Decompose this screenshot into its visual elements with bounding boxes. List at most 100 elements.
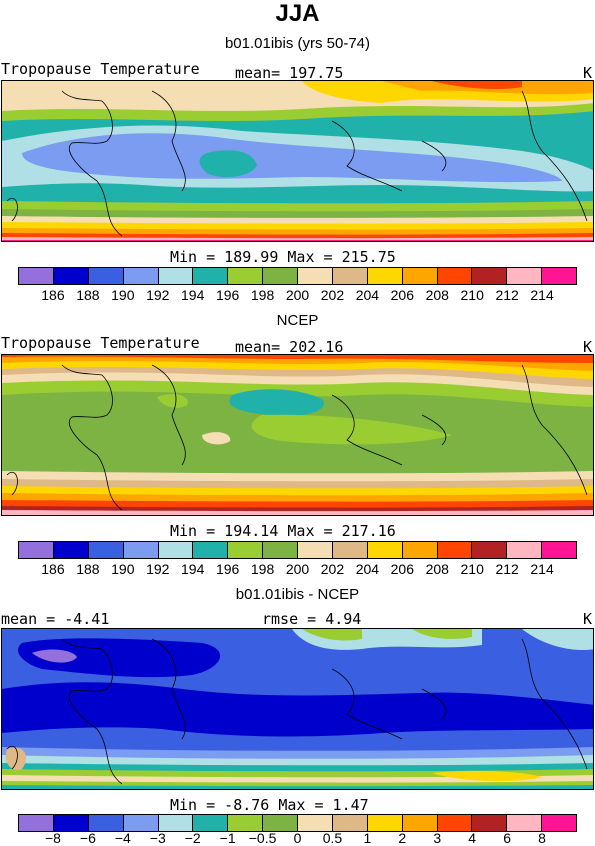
colorbar-box [332, 542, 368, 558]
colorbar-tick-label: 200 [285, 561, 310, 577]
abs-colorbar-1 [18, 267, 577, 285]
colorbar-box [53, 815, 89, 831]
colorbar-box [367, 268, 403, 284]
colorbar-box [263, 268, 298, 284]
colorbar-box [88, 815, 124, 831]
colorbar-tick-label: 208 [425, 561, 449, 577]
diff-colorbar-ticks: −8 −6 −4 −3 −2 −1 −0.5 0 0.5 1 2 3 4 6 8 [18, 830, 577, 846]
colorbar-box [507, 815, 543, 831]
colorbar-box [298, 542, 333, 558]
colorbar-box [228, 268, 264, 284]
colorbar-box [88, 268, 124, 284]
colorbar-tick-label: 196 [215, 561, 240, 577]
panel1-left-label: Tropopause Temperature [1, 60, 200, 78]
diff-contour-map [2, 629, 593, 789]
colorbar-tick-label: −2 [184, 830, 201, 846]
colorbar-tick-label: 188 [76, 287, 100, 303]
panel2-range-label: Min = 194.14 Max = 217.16 [170, 522, 396, 540]
colorbar-box [228, 542, 264, 558]
colorbar-tick-label: −8 [44, 830, 61, 846]
colorbar-box [193, 542, 229, 558]
colorbar-tick-label: 204 [355, 287, 380, 303]
colorbar-box [437, 542, 473, 558]
colorbar-box [367, 815, 403, 831]
panel1-units: K [583, 64, 593, 82]
diff-title: b01.01ibis - NCEP [235, 586, 360, 603]
colorbar-tick-label: 204 [355, 561, 380, 577]
abs-colorbar-2-ticks: 186 188 190 192 194 196 198 200 202 204 206 208 210 2… [18, 561, 577, 577]
colorbar-box [19, 542, 54, 558]
panel1-mean-label: mean= 197.75 [235, 64, 344, 82]
colorbar-tick-label: −0.5 [248, 830, 277, 846]
colorbar-box [158, 542, 194, 558]
colorbar-box [472, 268, 508, 284]
model-title: b01.01ibis (yrs 50-74) [224, 35, 371, 52]
colorbar-box [123, 542, 159, 558]
panel2-mean-label: mean= 202.16 [235, 338, 344, 356]
panel1-range-label: Min = 189.99 Max = 215.75 [170, 248, 396, 266]
colorbar-tick-label: 1 [363, 830, 372, 846]
colorbar-tick-label: 192 [146, 287, 170, 303]
colorbar-box [298, 268, 333, 284]
colorbar-box [367, 542, 403, 558]
colorbar-tick-label: 202 [320, 561, 345, 577]
colorbar-tick-label: 206 [390, 287, 414, 303]
colorbar-box [263, 815, 298, 831]
colorbar-tick-label: 186 [41, 287, 65, 303]
colorbar-box [123, 815, 159, 831]
colorbar-tick-label: 208 [425, 287, 449, 303]
obs-title: NCEP [276, 312, 319, 329]
colorbar-tick-label: 212 [495, 561, 519, 577]
colorbar-box [158, 268, 194, 284]
colorbar-tick-label: 0.5 [322, 830, 343, 846]
colorbar-tick-label: 214 [530, 287, 554, 303]
colorbar-box [472, 815, 508, 831]
obs-contour-map [2, 355, 593, 515]
colorbar-tick-label: −3 [149, 830, 166, 846]
colorbar-box [542, 542, 576, 558]
colorbar-tick-label: 8 [538, 830, 546, 846]
colorbar-box [228, 815, 264, 831]
diff-colorbar [18, 814, 577, 832]
colorbar-tick-label: 206 [390, 561, 414, 577]
colorbar-tick-label: −4 [114, 830, 131, 846]
colorbar-tick-label: 194 [181, 561, 205, 577]
colorbar-tick-label: 212 [495, 287, 519, 303]
abs-colorbar-2 [18, 541, 577, 559]
colorbar-box [53, 542, 89, 558]
colorbar-tick-label: 3 [433, 830, 442, 846]
panel3-range-label: Min = -8.76 Max = 1.47 [170, 796, 369, 814]
colorbar-tick-label: 4 [468, 830, 477, 846]
colorbar-tick-label: 200 [285, 287, 310, 303]
colorbar-tick-label: 186 [41, 561, 65, 577]
colorbar-box [19, 815, 54, 831]
colorbar-box [437, 268, 473, 284]
colorbar-tick-label: 196 [215, 287, 240, 303]
colorbar-tick-label: 190 [111, 561, 135, 577]
colorbar-box [402, 542, 438, 558]
colorbar-tick-label: 202 [320, 287, 345, 303]
diff-map [1, 628, 594, 790]
colorbar-tick-label: 198 [250, 561, 275, 577]
model-map [1, 80, 594, 242]
colorbar-tick-label: 188 [76, 561, 100, 577]
abs-colorbar-1-ticks: 186 188 190 192 194 196 198 200 202 204 206 208 210 2… [18, 287, 577, 303]
panel3-units: K [583, 610, 593, 628]
colorbar-box [19, 268, 54, 284]
season-title: JJA [275, 0, 320, 27]
colorbar-box [542, 268, 576, 284]
colorbar-tick-label: 2 [398, 830, 407, 846]
colorbar-box [402, 815, 438, 831]
colorbar-box [332, 815, 368, 831]
colorbar-box [472, 542, 508, 558]
colorbar-box [53, 268, 89, 284]
panel2-left-label: Tropopause Temperature [1, 334, 200, 352]
colorbar-tick-label: −6 [79, 830, 96, 846]
colorbar-tick-label: 6 [503, 830, 512, 846]
colorbar-tick-label: 190 [111, 287, 135, 303]
colorbar-box [402, 268, 438, 284]
colorbar-box [158, 815, 194, 831]
colorbar-box [263, 542, 298, 558]
colorbar-tick-label: 0 [293, 830, 302, 846]
colorbar-box [298, 815, 333, 831]
